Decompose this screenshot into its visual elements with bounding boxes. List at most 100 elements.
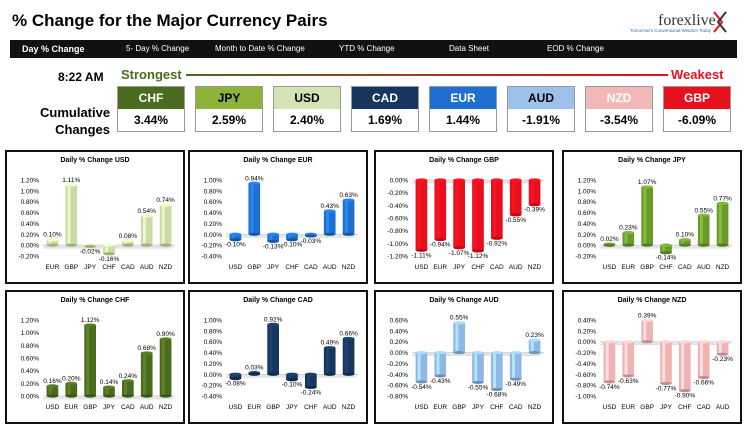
tab-day-change[interactable]: Day % Change	[22, 44, 85, 54]
bar-highlight	[662, 341, 666, 384]
bar-highlight	[530, 340, 534, 353]
bar-cap	[491, 350, 503, 355]
category-label: NZD	[342, 264, 356, 271]
bar-base	[641, 243, 653, 247]
bar-base	[622, 243, 635, 247]
category-label: NZD	[716, 264, 730, 271]
tab-data-sheet[interactable]: Data Sheet	[449, 44, 490, 53]
y-tick-label: 0.40%	[21, 221, 40, 228]
category-label: USD	[603, 404, 617, 411]
y-tick-label: 1.20%	[578, 178, 597, 185]
data-label: 0.14%	[100, 379, 119, 386]
category-label: JPY	[84, 264, 97, 271]
bar	[65, 383, 78, 396]
bar-highlight	[530, 180, 534, 205]
data-label: -0.23%	[712, 356, 733, 363]
category-label: JPY	[472, 404, 485, 411]
bar-cap	[267, 232, 279, 236]
data-label: 0.23%	[525, 332, 544, 339]
data-label: -0.03%	[301, 238, 322, 245]
bar-cap	[641, 185, 653, 189]
bar	[229, 374, 242, 379]
bar-base	[229, 238, 242, 242]
data-label: 0.24%	[119, 373, 138, 380]
bar-cap	[660, 340, 672, 344]
data-label: -0.54%	[411, 384, 432, 391]
y-tick-label: -0.80%	[387, 394, 408, 401]
category-label: EUR	[46, 264, 60, 271]
bar	[453, 322, 465, 353]
currency-cumulative-value: -1.91%	[521, 113, 561, 127]
category-label: AUD	[509, 264, 523, 271]
y-tick-label: 0.00%	[21, 243, 40, 250]
category-label: JPY	[286, 404, 299, 411]
bar-cap	[267, 322, 279, 326]
y-tick-label: 0.00%	[21, 394, 40, 401]
y-tick-label: -0.40%	[387, 372, 408, 379]
y-tick-label: 0.40%	[21, 368, 40, 375]
tab-eod-change[interactable]: EOD % Change	[547, 44, 604, 53]
category-label: AUD	[716, 404, 730, 411]
bar-cap	[622, 231, 635, 235]
data-label: -0.66%	[693, 380, 714, 387]
bar-cap	[229, 372, 242, 376]
currency-cumulative-value: 2.59%	[211, 113, 247, 127]
bar-highlight	[67, 184, 71, 246]
cumulative-changes-label: Cumulative Changes	[40, 104, 110, 138]
bar-base	[65, 394, 78, 398]
data-label: -0.55%	[505, 217, 526, 224]
bar	[140, 352, 153, 396]
bar-cap	[323, 346, 336, 350]
currency-card-jpy: JPY 2.59%	[195, 86, 263, 132]
chart-title: Daily % Change EUR	[243, 157, 313, 164]
category-label: NZD	[528, 404, 542, 411]
category-label: CHF	[471, 264, 484, 271]
bar-highlight	[325, 210, 329, 235]
tab-5-day-change[interactable]: 5- Day % Change	[126, 44, 190, 53]
y-tick-label: -0.40%	[387, 203, 408, 210]
data-label: -1.12%	[468, 253, 489, 260]
bar-highlight	[161, 204, 165, 246]
bar-base	[248, 372, 261, 376]
chart-title: Daily % Change USD	[60, 157, 130, 164]
y-tick-label: 0.20%	[21, 381, 40, 388]
category-label: USD	[46, 404, 60, 411]
data-label: -0.90%	[675, 393, 696, 400]
bar-cap	[716, 201, 729, 205]
bar-base	[453, 246, 465, 250]
tab-month-to-date[interactable]: Month to Date % Change	[215, 44, 305, 53]
bar-base	[697, 375, 710, 380]
y-tick-label: 0.80%	[204, 328, 223, 335]
currency-card-chf: CHF 3.44%	[117, 86, 185, 132]
bar-highlight	[643, 320, 647, 342]
bar	[716, 203, 729, 246]
forexlive-logo[interactable]: forexlive Tomorrow's Conventional Wisdom…	[618, 6, 736, 36]
bar-base	[509, 213, 522, 217]
currency-cumulative-value: 2.40%	[289, 113, 325, 127]
data-label: -0.55%	[468, 384, 489, 391]
tab-ytd-change[interactable]: YTD % Change	[339, 44, 395, 53]
y-tick-label: 0.60%	[204, 339, 223, 346]
bar-base	[434, 237, 447, 242]
y-tick-label: 1.00%	[21, 188, 40, 195]
bar-base	[122, 394, 134, 398]
bar-highlight	[344, 338, 348, 375]
bar-base	[472, 249, 484, 253]
bar	[491, 352, 503, 390]
bar-base	[660, 251, 672, 255]
data-label: 0.16%	[43, 378, 62, 385]
data-label: 0.43%	[320, 203, 339, 210]
bar-cap	[65, 183, 78, 187]
bar-highlight	[161, 339, 165, 396]
currency-card-aud: AUD -1.91%	[507, 86, 575, 132]
y-tick-label: -0.20%	[201, 383, 222, 390]
bar-base	[528, 203, 541, 207]
category-label: NZD	[342, 404, 356, 411]
bar	[603, 341, 616, 382]
y-tick-label: 0.40%	[390, 328, 409, 335]
bar-base	[716, 352, 729, 356]
bar-cap	[286, 372, 298, 376]
bar-highlight	[681, 341, 685, 391]
bar	[122, 240, 134, 246]
chart-panel-eur: Daily % Change EUR 1.00% 0.80% 0.60% 0.40% 0.…	[188, 150, 368, 284]
